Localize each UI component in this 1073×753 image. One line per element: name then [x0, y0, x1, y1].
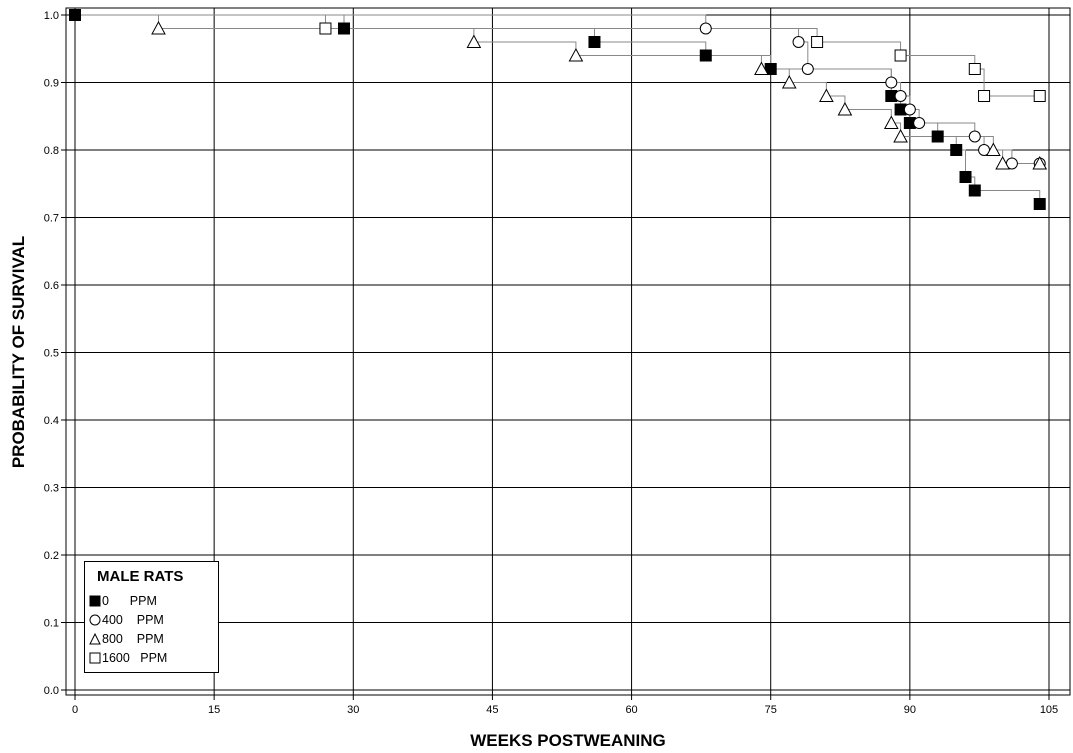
x-axis-title: WEEKS POSTWEANING [470, 731, 666, 750]
data-point-0ppm [950, 144, 963, 156]
data-point-800ppm [837, 101, 853, 116]
y-axis-ticks: 0.0 0.1 0.2 0.3 0.4 0.5 0.6 0.7 0.8 0.9 1.0 [44, 10, 66, 697]
legend-item-0ppm: 0 PPM [89, 593, 157, 609]
data-point-800ppm [1032, 155, 1048, 170]
legend-label: 800 PPM [102, 632, 164, 646]
legend-label: 1600 PPM [102, 651, 168, 665]
y-tick-label: 0.5 [44, 348, 59, 360]
data-point-0ppm [1033, 198, 1046, 210]
legend-title: MALE RATS [97, 568, 184, 585]
data-point-400ppm [894, 90, 907, 102]
data-point-1600ppm [968, 63, 981, 75]
x-tick-label: 105 [1040, 704, 1058, 716]
x-tick-label: 0 [72, 704, 78, 716]
y-tick-label: 0.2 [44, 550, 59, 562]
data-point-0ppm [69, 9, 81, 21]
x-tick-label: 90 [904, 704, 916, 716]
y-tick-label: 0.8 [44, 145, 59, 157]
y-tick-label: 0.3 [44, 483, 59, 495]
plot-area [65, 7, 1071, 696]
data-point-0ppm [588, 36, 601, 48]
y-tick-label: 0.1 [44, 618, 59, 630]
data-point-400ppm [885, 76, 898, 89]
x-tick-label: 75 [765, 704, 777, 716]
y-tick-label: 1.0 [44, 10, 59, 22]
data-point-0ppm [338, 22, 351, 35]
data-point-800ppm [893, 128, 908, 143]
data-point-1600ppm [894, 49, 907, 62]
x-axis-ticks: 0 15 30 45 60 75 90 105 [72, 695, 1058, 716]
data-point-800ppm [466, 34, 482, 48]
data-point-800ppm [819, 88, 834, 102]
data-point-1600ppm [811, 36, 824, 48]
data-point-400ppm [968, 130, 981, 143]
data-point-400ppm [699, 22, 712, 35]
x-tick-label: 15 [208, 704, 220, 716]
data-point-0ppm [699, 49, 712, 62]
data-point-1600ppm [978, 90, 991, 102]
x-tick-label: 45 [486, 704, 498, 716]
data-point-0ppm [959, 171, 972, 183]
legend-label: 400 PPM [102, 613, 164, 627]
y-tick-label: 0.0 [44, 685, 59, 697]
data-point-400ppm [801, 63, 814, 75]
data-point-800ppm [883, 115, 899, 129]
open-circle-icon [89, 614, 101, 626]
data-point-800ppm [151, 20, 166, 35]
data-point-400ppm [913, 117, 926, 129]
data-point-800ppm [995, 155, 1010, 170]
data-point-0ppm [931, 130, 944, 143]
point-markers [69, 9, 1048, 210]
y-tick-label: 0.7 [44, 213, 59, 225]
y-tick-label: 0.9 [44, 78, 59, 90]
x-tick-label: 30 [347, 704, 359, 716]
legend-label: 0 PPM [102, 594, 157, 608]
data-point-800ppm [781, 74, 797, 89]
legend-item-800ppm: 800 PPM [89, 631, 164, 647]
data-point-800ppm [986, 142, 1001, 156]
data-point-400ppm [903, 103, 916, 116]
data-point-400ppm [792, 36, 805, 48]
open-square-icon [89, 652, 101, 664]
filled-square-icon [89, 595, 101, 607]
data-point-0ppm [968, 184, 981, 197]
y-tick-label: 0.6 [44, 280, 59, 292]
legend: MALE RATS 0 PPM 400 PPM 800 PPM 1600 PPM [84, 561, 219, 673]
y-axis-title: PROBABILITY OF SURVIVAL [9, 236, 28, 468]
legend-item-1600ppm: 1600 PPM [89, 650, 167, 666]
data-point-1600ppm [319, 22, 332, 35]
x-tick-label: 60 [625, 704, 637, 716]
open-triangle-icon [89, 633, 101, 645]
y-tick-label: 0.4 [44, 415, 59, 427]
legend-item-400ppm: 400 PPM [89, 612, 164, 628]
data-point-800ppm [568, 47, 584, 62]
data-point-800ppm [754, 61, 769, 75]
data-point-1600ppm [1033, 90, 1046, 102]
